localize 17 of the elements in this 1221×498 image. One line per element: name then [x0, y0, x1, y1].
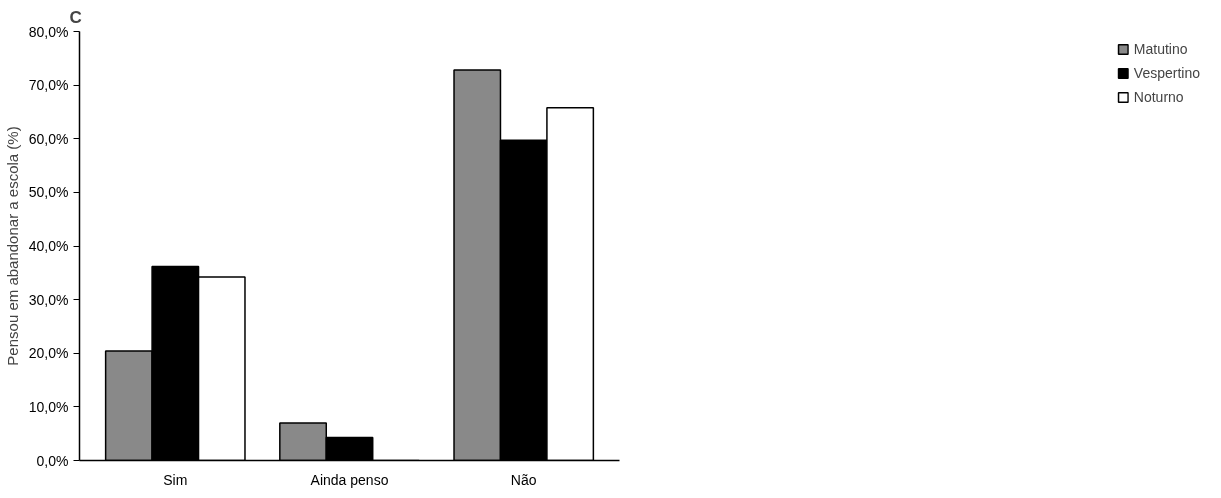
chart-title: C	[69, 7, 82, 27]
y-axis-title: Pensou em abandonar a escola (%)	[3, 126, 21, 366]
y-tick-label: 50,0%	[28, 184, 69, 201]
y-tick-label: 10,0%	[28, 398, 69, 415]
y-tick-label: 60,0%	[28, 130, 69, 147]
y-tick-label: 70,0%	[28, 77, 69, 94]
legend-label: Vespertino	[1133, 65, 1200, 81]
x-tick-label: Não	[510, 471, 537, 488]
y-tick-label: 30,0%	[28, 291, 69, 308]
legend-label: Noturno	[1133, 89, 1184, 105]
y-tick-label: 20,0%	[28, 345, 69, 362]
y-tick-label: 80,0%	[28, 23, 69, 40]
y-tick-label: 0,0%	[36, 452, 69, 469]
x-tick-label: Sim	[163, 471, 188, 488]
x-tick-label: Ainda penso	[310, 471, 389, 488]
y-tick-label: 40,0%	[28, 238, 69, 254]
legend-label: Matutino	[1133, 41, 1188, 57]
